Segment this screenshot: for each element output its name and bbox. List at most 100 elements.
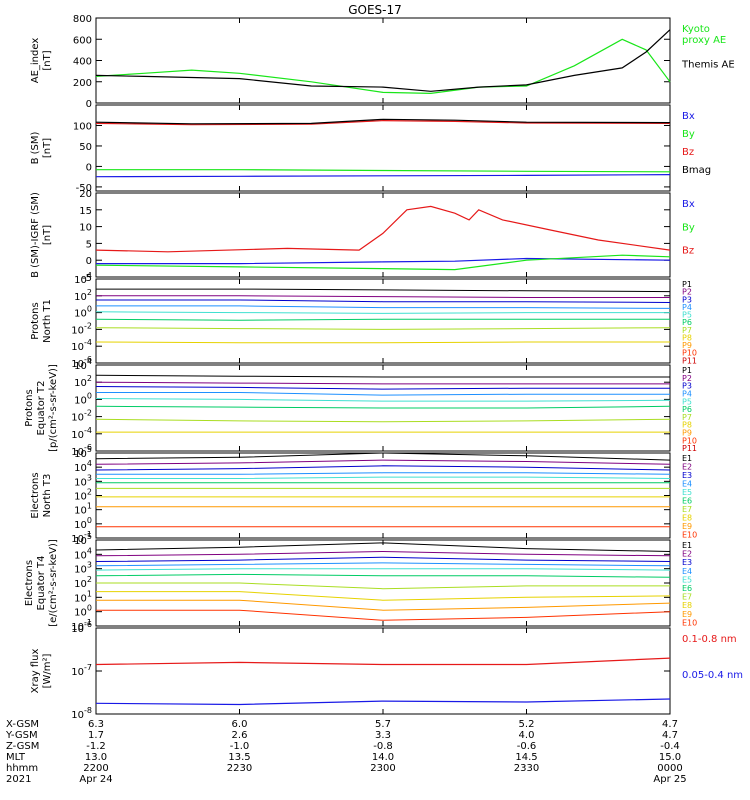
series-p7-line [95,327,671,330]
y-axis-label: Equator T4 [36,556,47,611]
footer-value: 5.7 [375,719,391,730]
y-tick-label: 600 [73,35,92,46]
series-p1-line [95,374,670,378]
legend-entry: Bz [682,246,694,257]
series-by-line [96,169,671,173]
footer-value: 0000 [657,763,682,774]
series-e8-line [96,591,671,601]
legend-entry: P5 [682,397,692,406]
y-tick-label: 50 [79,142,92,153]
y-tick-label: 800 [73,14,92,25]
legend-entry: E3 [682,558,692,567]
y-tick-label: 101 [74,589,92,604]
series-p8-line [95,341,670,344]
footer-value: 14.5 [515,752,537,763]
footer-value: 2300 [370,763,395,774]
footer-value: 13.5 [228,752,250,763]
legend-entry: P8 [682,333,692,342]
legend-entry: P4 [682,303,692,312]
series-e3-line [95,556,671,562]
footer-value: -0.4 [660,741,680,752]
series-themis-ae-line [95,29,671,92]
legend-entry: 0.05-0.4 nm [682,670,743,681]
legend-entry: P2 [682,288,692,297]
footer-value: 1.7 [88,730,104,741]
legend-entry: P8 [682,421,692,430]
y-tick-label: 10-4 [71,338,92,353]
y-axis-label: [nT] [42,50,53,70]
legend-entry: P5 [682,311,692,320]
y-tick-label: 100 [74,391,92,406]
footer-value: 6.0 [232,719,248,730]
footer-value: 5.2 [519,719,535,730]
legend-entry: E1 [682,454,692,463]
legend-entry: P10 [682,349,697,358]
footer-value: 2200 [83,763,108,774]
legend-entry: Bmag [682,165,711,176]
y-tick-label: 101 [74,502,92,517]
footer-value: 3.3 [375,730,391,741]
legend-entry: P3 [682,295,692,304]
footer-value: 13.0 [85,752,107,763]
legend-entry: P10 [682,436,697,445]
panel-3: -5 0 5 10 15 20 B (SM)-IGRF (SM) [nT] Bx By Bz [30,189,695,284]
footer-row-label: MLT [6,752,26,763]
legend-entry: Kyoto [682,24,710,35]
series-p6-line [95,318,670,321]
series-e5-line [95,568,671,571]
series-p5-line [95,398,671,402]
y-tick-label: 10-2 [71,409,92,424]
legend-entry: P1 [682,280,692,289]
series-e5-line [96,476,671,479]
footer-value: 2230 [227,763,252,774]
y-tick-label: 10-4 [71,426,92,441]
legend-entry: E7 [682,593,692,602]
legend-entry: E6 [682,584,692,593]
legend-entry: E8 [682,601,692,610]
legend-entry: P11 [682,356,697,365]
legend-entry: P6 [682,405,692,414]
y-axis-label: Electrons [24,560,35,606]
y-tick-label: 20 [79,189,92,200]
legend-entry: E7 [682,505,692,514]
y-axis-label: B (SM)-IGRF (SM) [30,192,41,278]
series-p4-line [96,392,670,396]
series-by-line [95,254,671,271]
legend-entry: Bx [682,111,695,122]
legend-entry: E9 [682,610,692,619]
series-p2-line [95,381,670,385]
legend-entry: P1 [682,366,692,375]
y-axis-label: Protons [30,302,41,339]
legend-entry: P6 [682,318,692,327]
y-axis-label: [nT] [42,225,53,245]
panel-2: -50 0 50 100 B (SM) [nT] Bx By Bz Bmag [30,104,711,194]
footer-value: 2330 [514,763,539,774]
y-axis-label: Protons [24,389,35,426]
legend-entry: E2 [682,463,692,472]
series-e6-line [95,573,671,578]
series-p4-line [96,305,671,309]
footer-value: Apr 25 [653,774,686,785]
legend-entry: Themis AE [681,60,735,71]
legend-entry: E8 [682,514,692,523]
footer-value: 4.7 [662,730,678,741]
y-tick-label: 100 [74,516,92,531]
series-bx-line [96,257,671,265]
series-p7-line [95,418,671,423]
footer-value: 14.0 [372,752,394,763]
legend-entry: P11 [682,444,697,453]
legend-entry: Bz [682,147,694,158]
footer-value: 4.0 [519,730,535,741]
y-tick-label: -50 [76,183,92,194]
legend-entry: E4 [682,567,692,576]
y-tick-label: 104 [74,546,92,561]
y-tick-label: 10-7 [71,663,92,678]
y-tick-label: 100 [74,604,92,619]
series-p3-line [95,386,670,390]
y-tick-label: 0 [86,99,92,110]
